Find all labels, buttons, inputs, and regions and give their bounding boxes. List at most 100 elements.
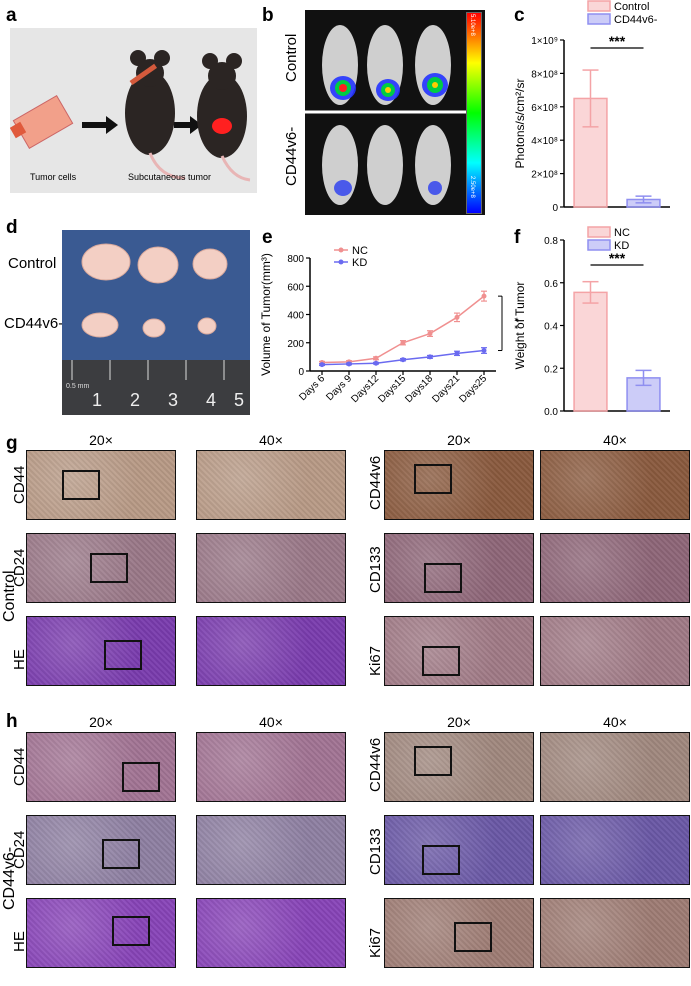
bioluminescence-image bbox=[305, 10, 485, 215]
svg-text:1: 1 bbox=[92, 390, 102, 410]
bar-control bbox=[573, 97, 608, 208]
marker-label-right: CD44v6 bbox=[367, 455, 384, 510]
legend-swatch bbox=[587, 0, 611, 12]
y-tick-label: 1×10⁹ bbox=[531, 36, 558, 47]
y-tick-label: 6×10⁸ bbox=[531, 103, 558, 114]
panel-d-control-label: Control bbox=[8, 255, 57, 272]
mag-20x-label: 20× bbox=[447, 432, 471, 448]
signal-cd44v6 bbox=[334, 180, 442, 196]
subcutaneous-label: Subcutaneous tumor bbox=[128, 172, 211, 182]
panel-b-control-label: Control bbox=[283, 33, 300, 82]
x-tick-label: Days15 bbox=[376, 373, 408, 405]
zoom-region-box bbox=[414, 746, 452, 776]
legend-label: KD bbox=[614, 240, 629, 252]
y-tick-label: 0.6 bbox=[544, 279, 558, 290]
data-point-kd bbox=[427, 354, 433, 360]
ihc-tile bbox=[196, 616, 346, 686]
y-tick-label: 0 bbox=[298, 367, 304, 378]
legend-swatch bbox=[587, 226, 611, 238]
legend-label: KD bbox=[352, 257, 367, 269]
legend-label: NC bbox=[352, 245, 368, 257]
panel-h-label: h bbox=[6, 711, 18, 732]
data-point-kd bbox=[454, 350, 460, 356]
ihc-tile bbox=[196, 450, 346, 520]
y-tick-label: 800 bbox=[287, 254, 304, 265]
y-tick-label: 0.0 bbox=[544, 407, 558, 418]
marker-label-right: CD133 bbox=[367, 828, 384, 875]
panel-a-illustration: Tumor cells Subcutaneous tumor bbox=[9, 28, 257, 193]
y-tick-label: 200 bbox=[287, 339, 304, 350]
zoom-region-box bbox=[112, 916, 150, 946]
panel-d-label: d bbox=[6, 217, 18, 238]
data-point-kd bbox=[400, 357, 406, 363]
ihc-tile bbox=[196, 533, 346, 603]
ihc-tile bbox=[540, 533, 690, 603]
mouse-icon bbox=[197, 53, 251, 182]
zoom-region-box bbox=[62, 470, 100, 500]
marker-label-left: CD44 bbox=[11, 747, 28, 786]
legend-label: NC bbox=[614, 227, 630, 239]
y-tick-label: 0.8 bbox=[544, 236, 558, 247]
y-tick-label: 0 bbox=[552, 203, 558, 214]
data-point-kd bbox=[346, 361, 352, 367]
marker-label-left: CD24 bbox=[11, 830, 28, 869]
marker-label-left: CD24 bbox=[11, 548, 28, 587]
mag-20x-label: 20× bbox=[89, 714, 113, 730]
scale-bottom-label: 2.50e+8 bbox=[469, 176, 475, 198]
signal-control bbox=[330, 73, 448, 101]
ihc-tile bbox=[26, 533, 176, 603]
panel-b-cd44v6-label: CD44v6- bbox=[283, 126, 300, 186]
y-tick-label: 400 bbox=[287, 311, 304, 322]
ihc-tile bbox=[540, 732, 690, 802]
zoom-region-box bbox=[90, 553, 128, 583]
mouse-icon bbox=[125, 50, 186, 180]
zoom-region-box bbox=[102, 839, 140, 869]
svg-text:2: 2 bbox=[130, 390, 140, 410]
y-tick-label: 600 bbox=[287, 282, 304, 293]
legend-swatch bbox=[587, 13, 611, 25]
panel-c-label: c bbox=[514, 5, 525, 26]
ihc-tile bbox=[26, 450, 176, 520]
panel-g-label: g bbox=[6, 433, 18, 454]
bar-nc bbox=[573, 291, 608, 412]
ihc-tile bbox=[26, 616, 176, 686]
zoom-region-box bbox=[422, 646, 460, 676]
data-point-nc bbox=[427, 331, 433, 337]
ihc-tile bbox=[26, 815, 176, 885]
zoom-region-box bbox=[104, 640, 142, 670]
ihc-tile bbox=[540, 815, 690, 885]
data-point-nc bbox=[400, 340, 406, 346]
mag-40x-label: 40× bbox=[603, 432, 627, 448]
scale-top-label: 5.10e+8 bbox=[469, 14, 475, 36]
legend-marker bbox=[338, 259, 344, 265]
y-axis-label: Volume of Tumor(mm³) bbox=[259, 253, 273, 376]
marker-label-left: CD44 bbox=[11, 465, 28, 504]
svg-text:4: 4 bbox=[206, 390, 216, 410]
flask-icon bbox=[9, 94, 74, 150]
mag-40x-label: 40× bbox=[603, 714, 627, 730]
significance-label: *** bbox=[609, 250, 626, 266]
panel-a-label: a bbox=[6, 5, 17, 26]
ihc-tile bbox=[26, 732, 176, 802]
zoom-region-box bbox=[454, 922, 492, 952]
x-tick-label: Days12 bbox=[349, 373, 381, 405]
mag-40x-label: 40× bbox=[259, 432, 283, 448]
legend-swatch bbox=[587, 239, 611, 251]
tumor-photo: 0.5 mm 1 2 3 4 5 bbox=[62, 230, 250, 415]
legend-marker bbox=[338, 247, 344, 253]
ihc-tile bbox=[26, 898, 176, 968]
ihc-tile bbox=[196, 898, 346, 968]
marker-label-right: Ki67 bbox=[367, 927, 384, 958]
ihc-tile bbox=[196, 815, 346, 885]
chart-c: 0 2×10⁸ 4×10⁸ 6×10⁸ 8×10⁸ 1×10⁹ Photons/s/cm²/… bbox=[513, 0, 670, 214]
tumor-cells-label: Tumor cells bbox=[30, 172, 77, 182]
y-tick-label: 2×10⁸ bbox=[531, 170, 558, 181]
y-tick-label: 0.4 bbox=[544, 322, 558, 333]
ihc-tile bbox=[540, 616, 690, 686]
ihc-tile bbox=[540, 898, 690, 968]
svg-text:3: 3 bbox=[168, 390, 178, 410]
y-axis-label: Weight of Tumor bbox=[513, 282, 527, 370]
x-tick-label: Days21 bbox=[430, 373, 462, 405]
ihc-tile bbox=[196, 732, 346, 802]
